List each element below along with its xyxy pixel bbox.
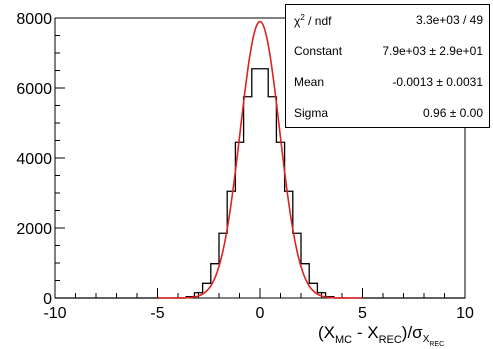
y-axis-ticks: 0 2000 4000 6000 8000 [16, 11, 65, 308]
constant-label: Constant [294, 44, 343, 58]
mean-label: Mean [294, 75, 325, 89]
y-tick-label: 0 [43, 291, 52, 308]
fit-stats-box: χ2 / ndf 3.3e+03 / 49 Constant 7.9e+03 ±… [285, 4, 490, 128]
stat-row-mean: Mean -0.0013 ± 0.0031 [286, 67, 489, 96]
histogram-bin [219, 233, 227, 298]
constant-value: 7.9e+03 ± 2.9e+01 [382, 44, 483, 58]
mean-value: -0.0013 ± 0.0031 [392, 75, 483, 89]
y-tick-label: 4000 [16, 151, 52, 168]
y-tick-label: 8000 [16, 11, 52, 28]
x-axis-ticks: -10 -5 0 5 10 [43, 288, 474, 322]
histogram-series [55, 68, 465, 299]
histogram-bin [252, 69, 260, 298]
stat-row-chi2: χ2 / ndf 3.3e+03 / 49 [286, 5, 489, 34]
histogram-outline [55, 68, 465, 299]
y-tick-label: 6000 [16, 81, 52, 98]
stat-row-sigma: Sigma 0.96 ± 0.00 [286, 98, 489, 127]
x-tick-label: -10 [43, 305, 66, 322]
stat-row-constant: Constant 7.9e+03 ± 2.9e+01 [286, 36, 489, 65]
chi2-label: χ2 / ndf [294, 13, 332, 28]
x-axis-label: (XMC - XREC)/σXREC [318, 323, 444, 348]
sigma-value: 0.96 ± 0.00 [423, 106, 483, 120]
gaussian-fit-curve [157, 20, 363, 299]
y-tick-label: 2000 [16, 221, 52, 238]
x-tick-label: 0 [256, 305, 265, 322]
histogram-bin [260, 69, 268, 298]
histogram-bin [244, 97, 252, 298]
histogram-bin [293, 233, 301, 298]
sigma-label: Sigma [294, 106, 329, 120]
histogram-bin [268, 97, 276, 298]
chi2-value: 3.3e+03 / 49 [415, 13, 483, 27]
x-tick-label: -5 [150, 305, 164, 322]
x-tick-label: 10 [456, 305, 474, 322]
x-tick-label: 5 [358, 305, 367, 322]
